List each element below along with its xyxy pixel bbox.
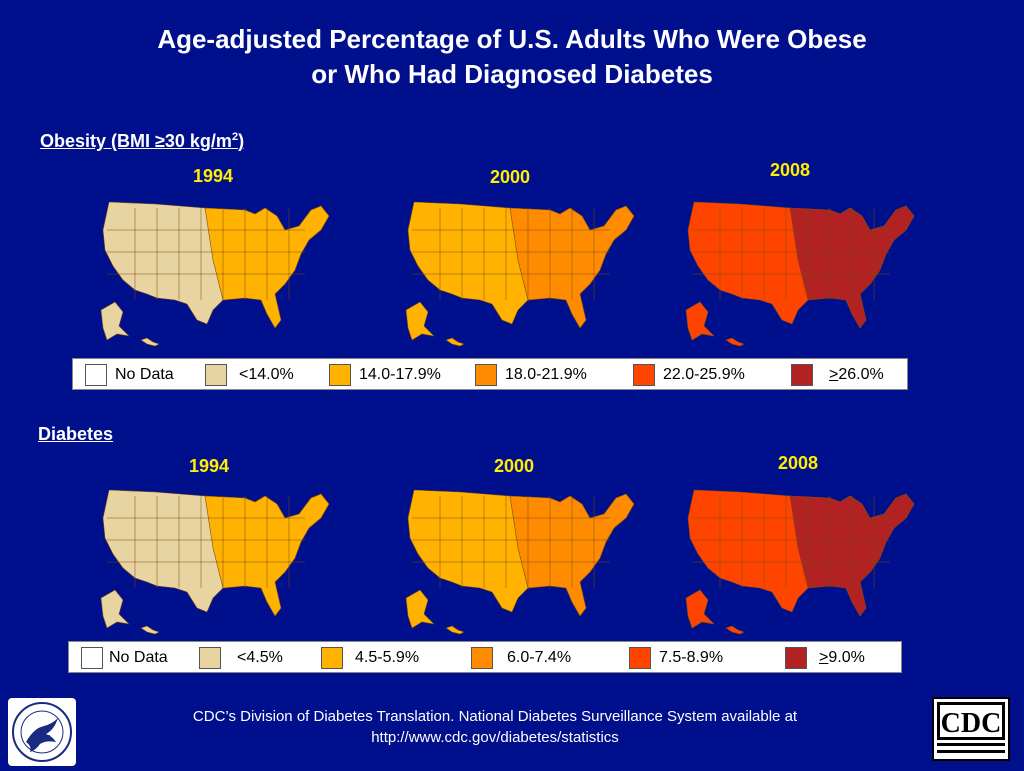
legend-swatch [199,647,221,669]
alaska [100,301,130,341]
diabetes-map-2000 [405,489,635,635]
obesity-year-1994: 1994 [193,166,234,186]
legend-label: >9.0% [819,649,865,667]
legend-label: No Data [109,649,168,666]
legend-swatch [471,647,493,669]
title-line-2: or Who Had Diagnosed Diabetes [311,59,713,89]
diabetes-year-1994: 1994 [189,456,230,476]
legend-label: <14.0% [239,366,294,383]
state-borders [107,496,305,588]
obesity-label-main: Obesity (BMI ≥30 kg/m [40,131,232,151]
state-borders [412,496,610,588]
obesity-label-superscript: 2 [231,131,239,143]
hawaii [725,337,745,347]
legend-label: No Data [115,366,174,383]
obesity-legend-22-25: 22.0-25.9% [633,363,745,387]
obesity-legend-14-17: 14.0-17.9% [329,363,441,387]
legend-label: 7.5-8.9% [659,649,724,666]
state-borders [692,208,890,300]
obesity-map-2008 [685,201,915,347]
diabetes-section-label: Diabetes [38,424,114,444]
legend-label-value: 9.0% [828,649,865,666]
legend-label: <4.5% [237,649,283,666]
alaska [685,301,715,341]
legend-label: >26.0% [829,366,884,384]
obesity-legend-lt14: <14.0% [205,363,294,387]
cdc-logo-graphic: CDC [937,702,1005,753]
cdc-logo: CDC [932,697,1010,761]
state-borders [692,496,890,588]
diabetes-map-1994 [100,489,330,635]
obesity-year-2008: 2008 [770,160,811,180]
footer-line-1: CDC’s Division of Diabetes Translation. … [192,708,798,725]
obesity-map-1994 [100,201,330,347]
legend-label: 6.0-7.4% [507,649,572,666]
footer-citation: CDC’s Division of Diabetes Translation. … [130,706,860,748]
alaska [405,301,435,341]
obesity-label-end: ) [238,131,245,151]
cdc-logo-text: CDC [941,708,1002,739]
obesity-section-label: Obesity (BMI ≥30 kg/m2) [40,131,244,152]
state-borders [412,208,610,300]
legend-swatch [785,647,807,669]
state-borders [107,208,305,300]
hawaii [445,625,465,635]
legend-swatch [791,364,813,386]
diabetes-legend-no-data: No Data [81,646,168,670]
alaska [685,589,715,629]
diabetes-year-2000: 2000 [494,456,535,476]
obesity-legend-18-21: 18.0-21.9% [475,363,587,387]
legend-label: 22.0-25.9% [663,366,745,383]
hawaii [140,625,160,635]
obesity-legend-gte26: >26.0% [791,363,884,387]
hhs-seal-graphic [12,702,72,762]
obesity-legend-no-data: No Data [85,363,174,387]
legend-swatch [81,647,103,669]
legend-swatch [205,364,227,386]
alaska [100,589,130,629]
legend-label: 18.0-21.9% [505,366,587,383]
diabetes-legend-7-5-8-9: 7.5-8.9% [629,646,723,670]
diabetes-year-2008: 2008 [778,453,819,473]
hawaii [725,625,745,635]
legend-swatch [475,364,497,386]
slide-title: Age-adjusted Percentage of U.S. Adults W… [0,22,1024,92]
hawaii [445,337,465,347]
title-line-1: Age-adjusted Percentage of U.S. Adults W… [157,24,867,54]
obesity-legend: No Data <14.0% 14.0-17.9% 18.0-21.9% 22.… [72,358,908,390]
legend-swatch [629,647,651,669]
diabetes-legend: No Data <4.5% 4.5-5.9% 6.0-7.4% 7.5-8.9%… [68,641,902,673]
legend-swatch [85,364,107,386]
footer-link[interactable]: http://www.cdc.gov/diabetes/statistics [371,729,619,746]
legend-swatch [329,364,351,386]
legend-label-prefix: > [829,366,839,383]
hhs-seal-icon [8,698,76,766]
diabetes-map-2008 [685,489,915,635]
diabetes-legend-6-0-7-4: 6.0-7.4% [471,646,571,670]
legend-label: 14.0-17.9% [359,366,441,383]
legend-label-value: 26.0% [838,366,884,383]
obesity-year-2000: 2000 [490,167,531,187]
obesity-map-2000 [405,201,635,347]
legend-swatch [321,647,343,669]
legend-label: 4.5-5.9% [355,649,420,666]
diabetes-legend-lt4-5: <4.5% [199,646,283,670]
alaska [405,589,435,629]
legend-swatch [633,364,655,386]
diabetes-legend-4-5-5-9: 4.5-5.9% [321,646,419,670]
diabetes-legend-gte9: >9.0% [785,646,865,670]
legend-label-prefix: > [819,649,829,666]
hawaii [140,337,160,347]
